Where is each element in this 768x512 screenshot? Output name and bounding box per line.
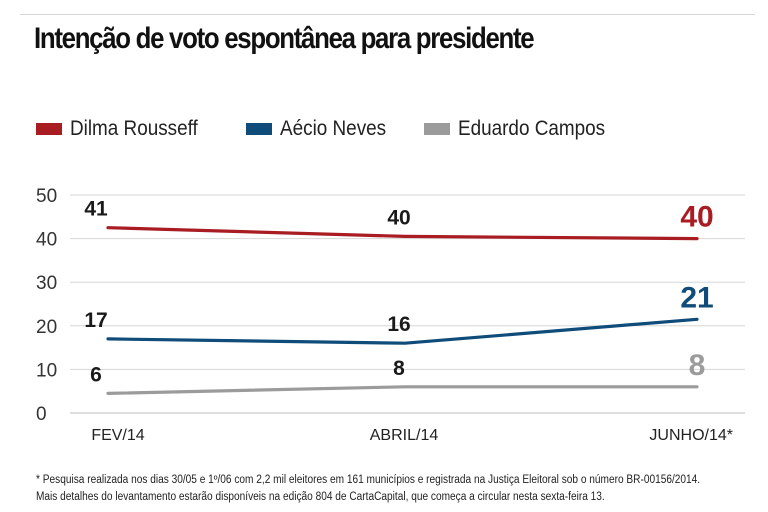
footnote-line-1: * Pesquisa realizada nos dias 30/05 e 1º… <box>36 474 701 486</box>
data-label: 40 <box>387 206 410 229</box>
data-label: 8 <box>393 357 405 380</box>
top-divider <box>20 14 755 15</box>
series-line <box>106 317 699 345</box>
data-label: 6 <box>90 363 102 386</box>
series-line <box>106 385 699 395</box>
data-label: 40 <box>680 201 713 234</box>
data-label: 16 <box>387 313 410 336</box>
footnote: * Pesquisa realizada nos dias 30/05 e 1º… <box>36 472 700 506</box>
data-label: 21 <box>680 281 713 314</box>
x-tick-label: ABRIL/14 <box>370 427 439 444</box>
x-tick-label: FEV/14 <box>91 427 144 444</box>
y-tick-label: 10 <box>36 360 57 381</box>
legend-swatch-aecio <box>246 123 272 135</box>
y-tick-label: 0 <box>36 404 47 425</box>
data-label: 8 <box>689 349 706 382</box>
y-tick-label: 50 <box>36 186 57 207</box>
legend-label-aecio: Aécio Neves <box>280 117 387 140</box>
data-label: 17 <box>84 309 107 332</box>
data-label: 41 <box>84 198 108 221</box>
footnote-line-2: Mais detalhes do levantamento estarão di… <box>36 491 605 503</box>
y-tick-label: 30 <box>36 273 57 294</box>
legend-label-dilma: Dilma Rousseff <box>70 117 198 140</box>
legend-swatch-eduardo <box>424 123 450 135</box>
legend-swatch-dilma <box>36 123 62 135</box>
y-tick-label: 20 <box>36 317 57 338</box>
legend-label-eduardo: Eduardo Campos <box>458 117 606 140</box>
series-line <box>106 226 699 241</box>
x-tick-label: JUNHO/14* <box>649 427 733 444</box>
y-tick-label: 40 <box>36 230 57 251</box>
chart-title: Intenção de voto espontânea para preside… <box>34 22 535 55</box>
